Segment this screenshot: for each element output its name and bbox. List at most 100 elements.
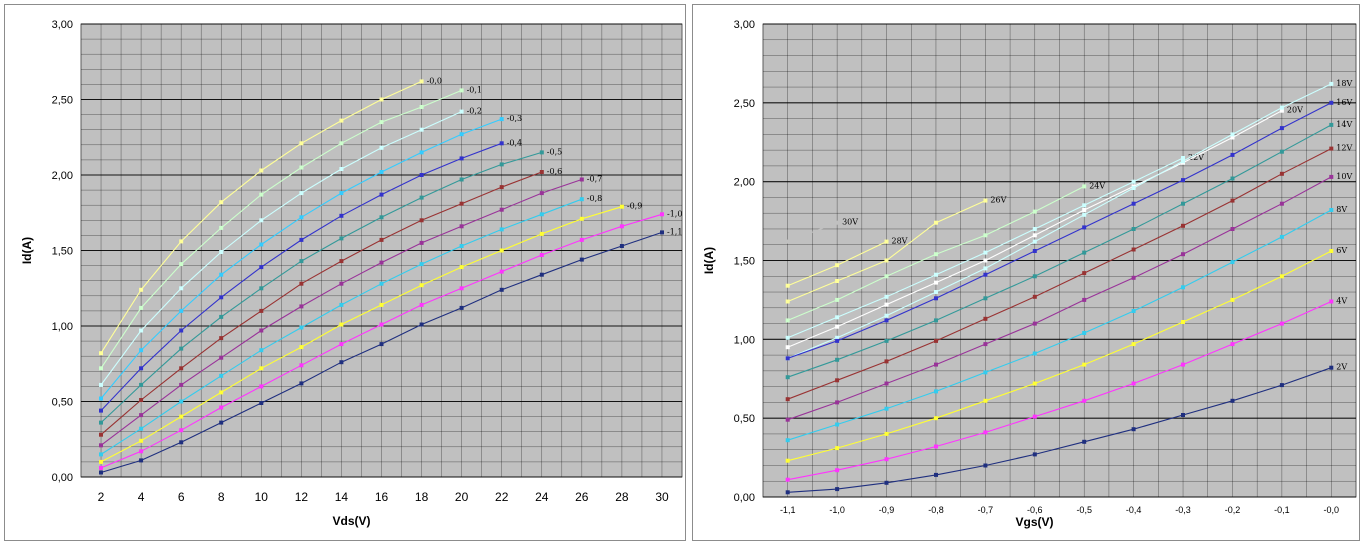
data-point (1279, 234, 1284, 239)
data-point (99, 452, 103, 457)
id-vs-vds-chart: -0,0 -0,1 -0,2 -0,3 -0,4 -0,5 -0,6 -0,7 -0,8 -0,9… (20, 19, 683, 528)
series-7: 16V (785, 98, 1352, 361)
y-tick-label: 0,00 (52, 472, 73, 484)
data-point (259, 242, 264, 247)
data-point (499, 269, 504, 274)
data-point (884, 318, 889, 323)
data-point (299, 281, 304, 286)
data-point (579, 197, 584, 202)
data-point (1082, 250, 1087, 255)
data-point (619, 244, 624, 248)
data-point (1082, 208, 1087, 212)
data-point (379, 215, 384, 220)
data-point (1032, 239, 1037, 244)
data-point (1131, 247, 1136, 252)
data-point (884, 359, 889, 364)
data-point (139, 287, 144, 292)
data-point (1181, 413, 1185, 417)
series-line (100, 111, 462, 386)
data-point (179, 239, 184, 244)
data-point (299, 259, 304, 264)
data-point (1032, 351, 1037, 356)
series-0: -0,0 (99, 76, 442, 356)
data-point (179, 346, 184, 351)
data-point (1181, 156, 1185, 160)
grid (80, 23, 683, 478)
data-point (1032, 227, 1037, 231)
x-tick-label: 10 (255, 490, 269, 504)
data-point (835, 487, 840, 492)
y-tick-label: 2,00 (52, 170, 73, 182)
data-point (983, 258, 988, 263)
data-point (884, 480, 889, 485)
data-point (299, 215, 304, 220)
series-label: 28V (892, 237, 908, 246)
data-point (539, 170, 544, 174)
data-point (934, 296, 938, 301)
series-line (787, 222, 838, 243)
data-point (835, 378, 840, 383)
data-point (459, 305, 464, 310)
x-tick-label: 8 (218, 490, 225, 504)
data-point (219, 250, 224, 254)
x-tick-label: 2 (98, 490, 105, 504)
data-point (459, 177, 464, 182)
data-point (459, 244, 464, 248)
data-point (339, 213, 344, 218)
series-label: 20V (1287, 106, 1303, 115)
data-point (139, 382, 144, 387)
data-point (884, 431, 889, 436)
x-tick-label: -0,6 (1027, 505, 1043, 515)
data-point (179, 328, 184, 333)
series-6: -0,6 (99, 167, 562, 437)
data-point (419, 79, 424, 84)
data-point (983, 272, 988, 277)
data-point (1181, 159, 1185, 164)
data-point (785, 299, 790, 304)
x-tick-label: 30 (655, 490, 669, 504)
data-point (1181, 320, 1185, 324)
data-point (983, 430, 988, 435)
x-tick-label: -0,5 (1076, 505, 1092, 515)
data-point (179, 428, 184, 433)
series-9: -0,9 (99, 202, 642, 464)
data-point (785, 375, 790, 380)
series-line (787, 367, 1332, 493)
data-point (1082, 184, 1087, 189)
data-point (459, 265, 464, 270)
series-label: -0,1 (467, 85, 482, 94)
data-point (1181, 223, 1185, 228)
data-point (884, 338, 889, 343)
series-label: -0,4 (507, 138, 522, 147)
data-point (983, 370, 988, 375)
data-point (1230, 152, 1235, 157)
data-point (299, 141, 304, 146)
series-2: -0,2 (99, 107, 482, 387)
series-line (100, 206, 623, 463)
data-point (983, 342, 988, 347)
data-point (219, 200, 224, 205)
data-point (1329, 208, 1334, 212)
data-point (619, 224, 624, 229)
data-point (259, 328, 264, 333)
data-point (299, 191, 304, 196)
x-tick-label: 12 (295, 490, 309, 504)
series-line (100, 151, 542, 424)
x-tick-label: 16 (375, 490, 389, 504)
data-point (99, 351, 103, 356)
data-point (785, 417, 790, 422)
data-point (259, 192, 264, 197)
x-tick-label: 18 (415, 490, 429, 504)
series-1: 28V (785, 237, 908, 288)
series-line (100, 89, 462, 369)
series-label: 10V (1336, 172, 1352, 181)
data-point (139, 426, 144, 431)
data-point (299, 237, 304, 242)
data-point (339, 360, 344, 365)
data-point (179, 308, 184, 313)
x-tick-label: -0,4 (1126, 505, 1142, 515)
data-point (99, 366, 103, 371)
data-point (539, 231, 544, 236)
data-point (1279, 108, 1284, 113)
data-point (179, 414, 184, 419)
